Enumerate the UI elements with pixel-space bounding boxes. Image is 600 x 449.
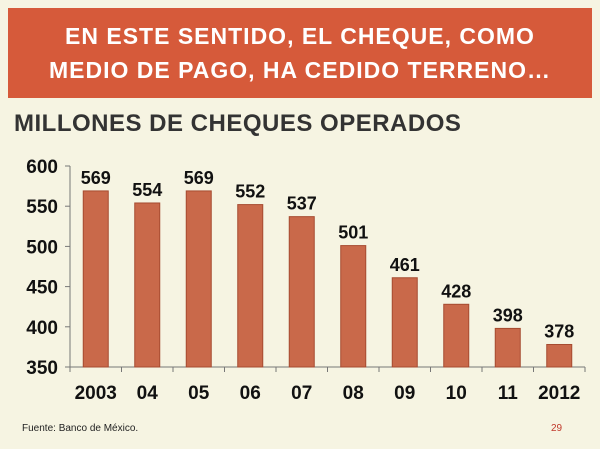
banner-line-1: EN ESTE SENTIDO, EL CHEQUE, COMO <box>65 23 535 49</box>
data-label: 398 <box>493 305 523 325</box>
y-tick-label: 600 <box>26 157 58 178</box>
bar <box>546 343 573 368</box>
data-label: 554 <box>132 180 162 200</box>
data-label: 378 <box>544 321 574 341</box>
y-tick-label: 350 <box>26 358 58 379</box>
y-tick-label: 450 <box>26 278 58 299</box>
bar <box>237 204 264 368</box>
bar <box>288 216 315 368</box>
x-tick-label: 2012 <box>538 383 580 404</box>
bar <box>185 190 212 368</box>
y-tick-label: 400 <box>26 318 58 339</box>
data-label: 552 <box>235 182 265 202</box>
page-number: 29 <box>551 423 563 434</box>
bar <box>82 190 109 368</box>
bar <box>134 202 161 368</box>
y-tick-label: 550 <box>26 197 58 218</box>
x-tick-label: 06 <box>240 383 261 404</box>
source-note: Fuente: Banco de México. <box>22 423 139 434</box>
x-tick-label: 09 <box>394 383 415 404</box>
bar <box>443 303 470 368</box>
x-tick-label: 10 <box>446 383 467 404</box>
data-label: 501 <box>338 223 368 243</box>
title-banner: EN ESTE SENTIDO, EL CHEQUE, COMO MEDIO D… <box>8 8 592 98</box>
x-tick-label: 07 <box>291 383 312 404</box>
x-tick-label: 11 <box>498 383 519 404</box>
chart-title: MILLONES DE CHEQUES OPERADOS <box>14 110 462 137</box>
x-tick-label: 08 <box>343 383 364 404</box>
data-label: 569 <box>184 168 214 188</box>
data-label: 428 <box>441 281 471 301</box>
bar <box>391 277 418 368</box>
bar <box>494 327 521 368</box>
data-label: 537 <box>287 194 317 214</box>
x-tick-label: 05 <box>188 383 210 404</box>
x-tick-label: 2003 <box>75 383 117 404</box>
bar <box>340 245 367 368</box>
y-tick-label: 500 <box>26 237 58 258</box>
data-label: 461 <box>390 255 420 275</box>
data-label: 569 <box>81 168 111 188</box>
banner-line-2: MEDIO DE PAGO, HA CEDIDO TERRENO… <box>49 57 551 83</box>
x-tick-label: 04 <box>137 383 159 404</box>
